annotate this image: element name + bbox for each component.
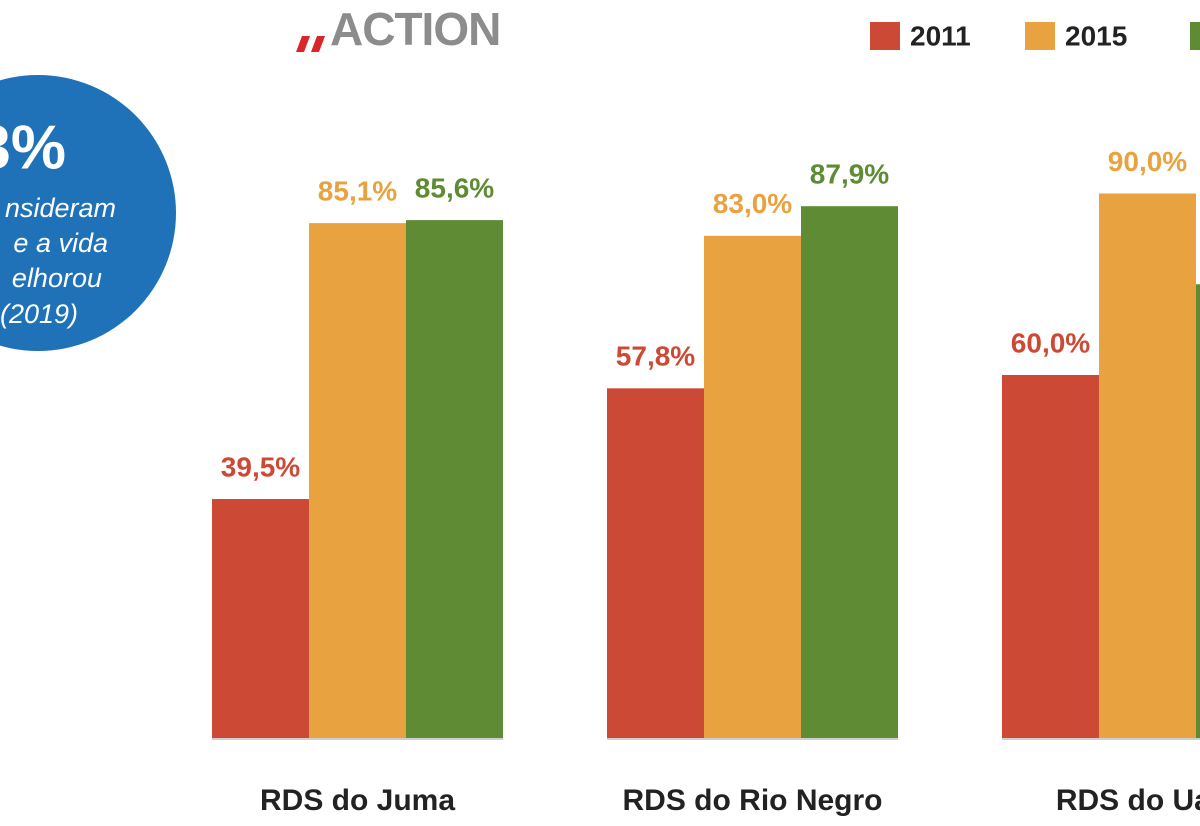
value-label: 57,8% <box>616 341 695 372</box>
value-label: 83,0% <box>713 188 792 219</box>
legend-swatch <box>1190 22 1200 50</box>
logo-slash <box>296 36 310 52</box>
bar <box>607 388 704 738</box>
value-label: 85,1% <box>318 176 397 207</box>
logo-slash <box>311 36 325 52</box>
bar <box>309 223 406 738</box>
annotation: 83% nsideram e a vida elhorou (2019) <box>0 75 176 351</box>
annotation-line: nsideram <box>5 193 116 223</box>
logo-text: ACTION <box>330 3 500 55</box>
value-label: 87,9% <box>810 159 889 190</box>
annotation-circle <box>0 75 176 351</box>
logo: ACTION <box>296 3 501 55</box>
annotation-line: (2019) <box>0 299 78 329</box>
bar <box>1099 193 1196 738</box>
legend-swatch <box>1025 22 1055 50</box>
legend-label: 2011 <box>910 20 971 51</box>
value-label: 85,6% <box>415 173 494 204</box>
annotation-headline: 83% <box>0 113 66 182</box>
bar <box>704 235 801 738</box>
bar <box>801 206 898 738</box>
value-label: 90,0% <box>1108 146 1187 177</box>
bar <box>406 220 503 738</box>
annotation-line: e a vida <box>13 228 108 258</box>
bar <box>1196 284 1200 738</box>
value-label: 60,0% <box>1011 327 1090 358</box>
legend-swatch <box>870 22 900 50</box>
bar <box>1002 375 1099 738</box>
bar <box>212 499 309 738</box>
x-tick-label: RDS do Rio Negro <box>623 784 883 817</box>
legend-label: 2015 <box>1065 20 1127 51</box>
x-tick-label: RDS do Uatu <box>1056 784 1200 817</box>
x-tick-label: RDS do Juma <box>260 784 455 817</box>
annotation-line: elhorou <box>12 263 102 293</box>
value-label: 39,5% <box>221 451 300 482</box>
